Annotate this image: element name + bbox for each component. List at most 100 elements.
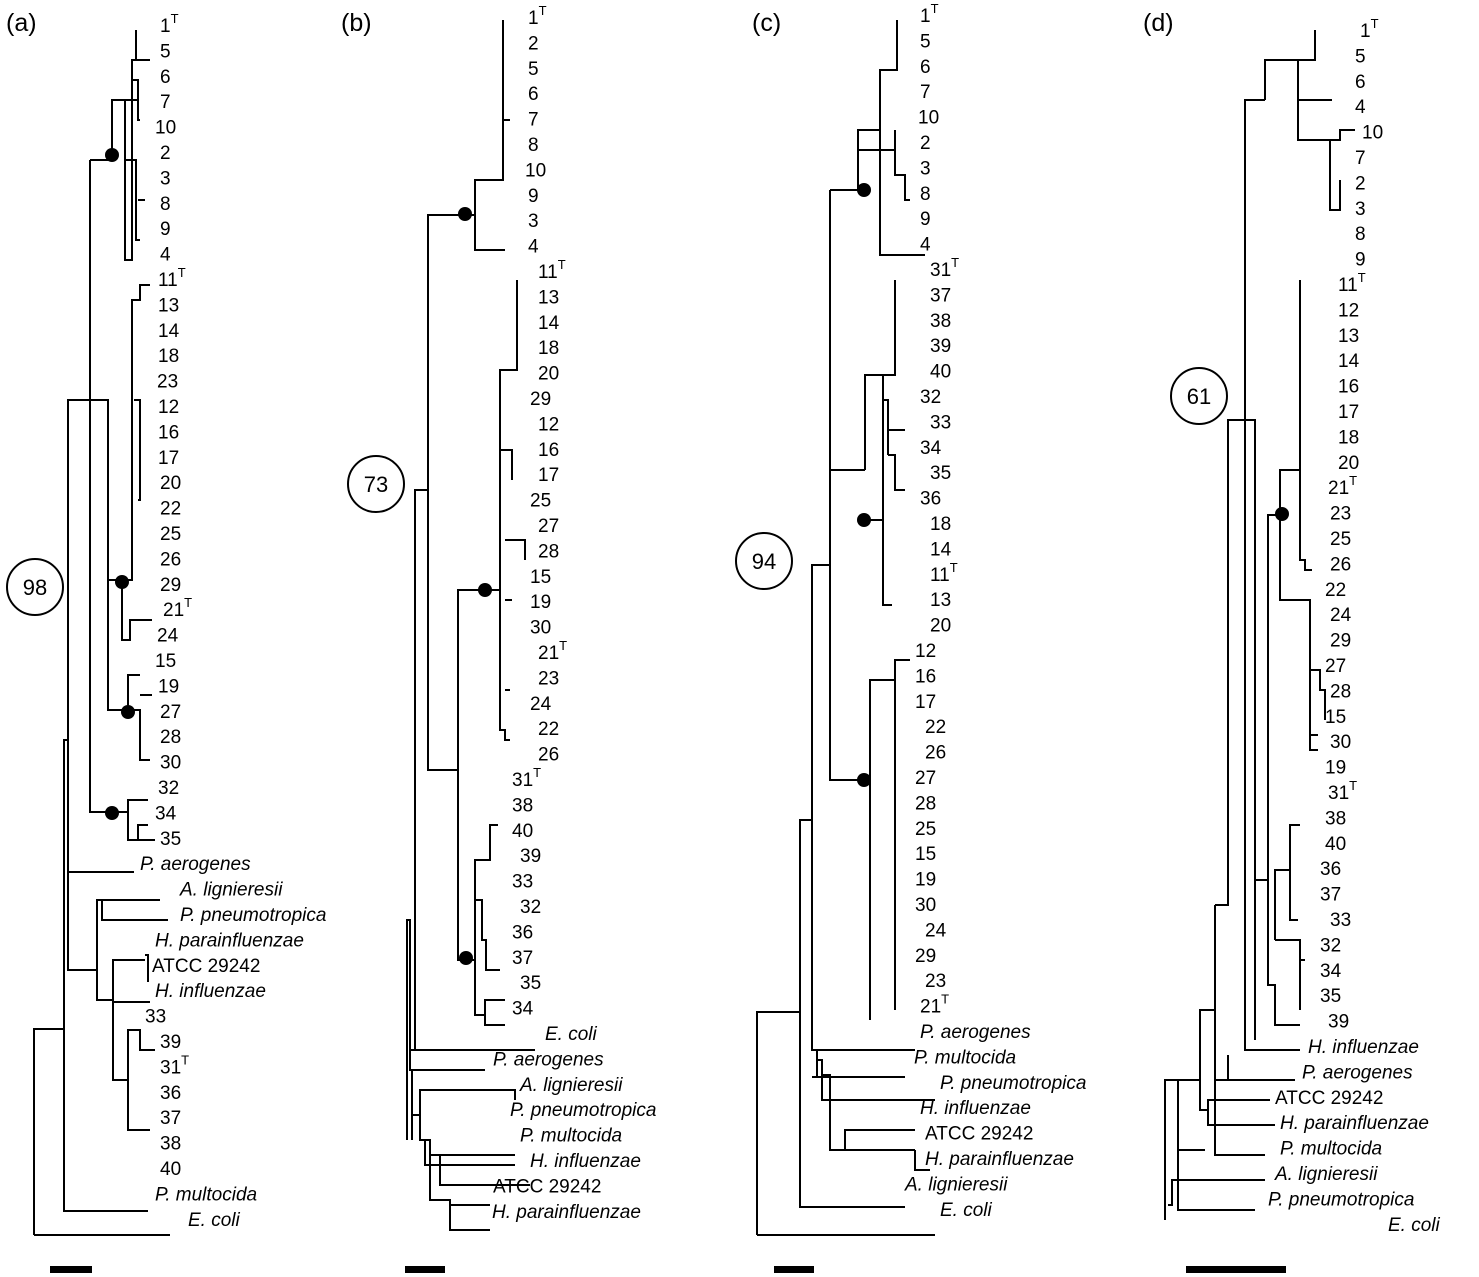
taxon-label: 9 xyxy=(920,209,931,230)
taxon-label: 27 xyxy=(160,702,181,723)
taxon-label: 3 xyxy=(920,158,931,179)
taxon-label: 5 xyxy=(528,59,539,80)
taxon-label: 31T xyxy=(930,255,959,281)
taxon-label: 34 xyxy=(155,803,177,824)
panel-d-tree: (d) 61 1T564107238911T1213141617182021T2… xyxy=(1143,9,1441,1273)
taxon-label: 40 xyxy=(160,1159,181,1180)
taxon-label: E. coli xyxy=(940,1200,993,1221)
taxon-label: P. multocida xyxy=(155,1184,257,1205)
taxon-label: 33 xyxy=(512,872,533,893)
taxon-label: 21T xyxy=(1328,473,1357,499)
taxon-label: 24 xyxy=(530,694,552,715)
type-strain-superscript: T xyxy=(171,11,179,26)
panel-c-node-dot xyxy=(857,183,871,197)
taxon-label: 35 xyxy=(930,463,951,484)
taxon-label: 2 xyxy=(528,33,539,54)
panel-a-tree: (a) xyxy=(6,9,326,1273)
taxon-label: 12 xyxy=(538,414,559,435)
panel-b-bootstrap: 73 xyxy=(347,455,405,513)
taxon-label: 25 xyxy=(915,819,936,840)
panel-b-node-dot xyxy=(459,951,473,965)
taxon-label: 21T xyxy=(163,595,192,621)
taxon-label: H. influenzae xyxy=(920,1098,1031,1119)
panel-d-node-dot xyxy=(1275,507,1289,521)
taxon-label: 27 xyxy=(538,516,559,537)
taxon-label: H. parainfluenzae xyxy=(1280,1113,1429,1134)
type-strain-superscript: T xyxy=(539,3,547,18)
taxon-label: 18 xyxy=(1338,427,1359,448)
taxon-label: P. aerogenes xyxy=(1302,1062,1413,1083)
taxon-label: 39 xyxy=(520,846,541,867)
taxon-label: ATCC 29242 xyxy=(1275,1088,1383,1109)
taxon-label: P. aerogenes xyxy=(920,1022,1031,1043)
taxon-label: 8 xyxy=(528,135,539,156)
taxon-label: 23 xyxy=(538,668,559,689)
taxon-label: 1T xyxy=(920,1,939,27)
panel-a-branches xyxy=(33,30,170,1236)
panel-b-node-dot xyxy=(478,583,492,597)
panel-a-bootstrap: 98 xyxy=(6,558,64,616)
taxon-label: 37 xyxy=(160,1108,181,1129)
taxon-label: 22 xyxy=(538,719,559,740)
taxon-label: 28 xyxy=(1330,681,1351,702)
bootstrap-circle xyxy=(735,532,793,590)
taxon-label: 30 xyxy=(1330,732,1351,753)
taxon-label: 11T xyxy=(158,265,186,291)
taxon-label: 24 xyxy=(157,626,179,647)
taxon-label: P. multocida xyxy=(1280,1139,1382,1160)
taxon-label: 32 xyxy=(520,897,541,918)
taxon-label: 1T xyxy=(1360,16,1379,42)
taxon-label: 23 xyxy=(157,372,178,393)
taxon-label: A. lignieresii xyxy=(179,880,283,901)
taxon-label: 18 xyxy=(930,514,951,535)
taxon-label: 24 xyxy=(1330,605,1352,626)
taxon-label: 26 xyxy=(1330,554,1351,575)
taxon-label: 35 xyxy=(160,829,181,850)
taxon-label: 17 xyxy=(1338,402,1359,423)
taxon-label: 32 xyxy=(158,778,179,799)
panel-a-label: (a) xyxy=(6,9,37,37)
taxon-label: 13 xyxy=(1338,326,1359,347)
taxon-label: 36 xyxy=(1320,859,1341,880)
taxon-label: 35 xyxy=(1320,986,1341,1007)
taxon-label: 16 xyxy=(1338,377,1359,398)
type-strain-superscript: T xyxy=(941,992,949,1007)
taxon-label: 25 xyxy=(1330,529,1351,550)
taxon-label: 17 xyxy=(538,465,559,486)
taxon-label: 38 xyxy=(1325,808,1346,829)
taxon-label: 36 xyxy=(160,1083,181,1104)
taxon-label: 4 xyxy=(1355,97,1366,118)
taxon-label: 10 xyxy=(1362,123,1383,144)
type-strain-superscript: T xyxy=(931,1,939,16)
taxon-label: 2 xyxy=(160,143,171,164)
taxon-label: 8 xyxy=(160,194,171,215)
taxon-label: 5 xyxy=(920,31,931,52)
taxon-label: 26 xyxy=(538,745,559,766)
taxon-label: 19 xyxy=(158,676,179,697)
taxon-label: 31T xyxy=(512,765,541,791)
taxon-label: 14 xyxy=(158,321,180,342)
taxon-label: E. coli xyxy=(1388,1215,1441,1236)
panel-a-scale-bar xyxy=(50,1266,92,1273)
taxon-label: 22 xyxy=(160,499,181,520)
taxon-label: H. parainfluenzae xyxy=(155,930,304,951)
panel-c-node-dot xyxy=(857,513,871,527)
taxon-label: 30 xyxy=(915,895,936,916)
taxon-label: 16 xyxy=(538,440,559,461)
taxon-label: H. parainfluenzae xyxy=(925,1149,1074,1170)
taxon-label: 25 xyxy=(160,524,181,545)
taxon-label: 10 xyxy=(918,108,939,129)
panel-b-nodes xyxy=(458,207,492,965)
panel-d-bootstrap: 61 xyxy=(1170,367,1228,425)
taxon-label: 28 xyxy=(160,727,181,748)
type-strain-superscript: T xyxy=(184,595,192,610)
panel-c-node-dot xyxy=(857,773,871,787)
taxon-label: 6 xyxy=(1355,72,1366,93)
taxon-label: 3 xyxy=(528,211,539,232)
taxon-label: 39 xyxy=(160,1032,181,1053)
type-strain-superscript: T xyxy=(559,638,567,653)
taxon-label: 6 xyxy=(528,84,539,105)
taxon-label: 28 xyxy=(915,793,936,814)
taxon-label: 15 xyxy=(530,567,551,588)
bootstrap-circle xyxy=(1170,367,1228,425)
